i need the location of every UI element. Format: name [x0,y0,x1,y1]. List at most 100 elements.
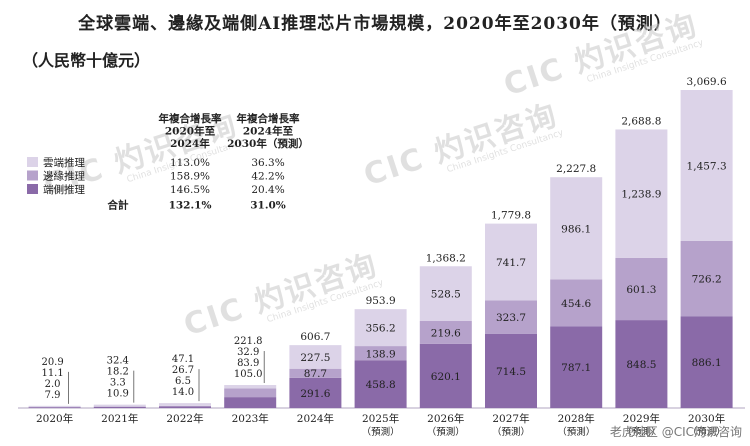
data-label: 26.7 [172,365,194,376]
total-label: 47.1 [172,354,194,365]
bar-segment [354,309,407,347]
x-tick-note: （預測） [492,426,530,438]
legend-swatch [27,184,38,194]
bar-segment [354,346,407,361]
bar-segment [419,343,472,408]
data-label: 726.2 [692,274,722,286]
data-label: 83.9 [237,358,259,369]
data-label: 219.6 [431,327,461,339]
data-label: 848.5 [626,359,656,371]
x-tick-label: 2028年 [558,412,595,425]
x-tick-label: 2021年 [101,412,138,425]
total-label: 2,688.8 [621,115,661,127]
data-label: 356.2 [366,323,396,335]
cagr-header: 2024年至 [243,125,294,138]
data-label: 14.0 [172,387,194,398]
x-tick-label: 2024年 [297,412,334,425]
bar-segment [93,404,146,407]
total-label: 2,227.8 [556,163,596,175]
total-label: 221.8 [234,336,263,347]
bar-segment [485,300,537,334]
bar-segment [224,388,277,398]
bar-segment [28,407,81,408]
bar-segment [615,320,668,408]
data-label: 528.5 [431,289,461,301]
data-label: 323.7 [496,312,526,324]
data-label: 105.0 [234,369,263,380]
bar-segment [28,405,81,407]
x-tick-note: （預測） [622,426,660,438]
bar-segment [224,397,277,408]
data-label: 741.7 [496,257,526,269]
cagr-value: 113.0% [170,157,210,169]
data-label: 620.1 [431,371,461,383]
x-tick-note: （預測） [557,426,595,438]
x-tick-label: 2030年 [688,412,725,425]
cagr-value: 20.4% [251,184,284,196]
bar-segment [550,279,603,327]
x-tick-note: （預測） [427,426,465,438]
x-tick-note: （預測） [362,426,400,438]
total-label: 3,069.6 [687,76,727,88]
cagr-header: 2020年至 [165,125,216,138]
bar-segment [485,333,537,408]
x-tick-label: 2022年 [166,412,203,425]
cagr-value: 42.2% [251,171,284,183]
x-tick-label: 2026年 [427,412,464,425]
data-label: 138.9 [366,348,396,360]
cagr-value: 36.3% [251,157,284,169]
cagr-header: 2030年（預測） [227,137,309,150]
total-label: 606.7 [300,331,330,343]
bar-segment [93,406,146,408]
bar-segment [354,360,407,408]
x-tick-label: 2029年 [623,412,660,425]
cagr-header: 年複合增長率 [159,112,222,125]
data-label: 227.5 [300,352,330,364]
cagr-value: 146.5% [170,184,210,196]
data-label: 7.9 [45,390,61,401]
data-label: 1,238.9 [621,189,661,201]
bar-segment [550,326,603,408]
data-label: 986.1 [561,223,591,235]
data-label: 291.6 [300,388,330,400]
data-label: 454.6 [561,298,591,310]
data-label: 6.5 [175,376,191,387]
data-label: 3.3 [110,378,126,389]
bar-segment [550,177,603,280]
data-label: 886.1 [692,357,722,369]
x-tick-label: 2025年 [362,412,399,425]
data-label: 2.0 [45,379,61,390]
bar-segment [224,385,277,389]
data-label: 87.7 [304,368,327,380]
total-label: 1,368.2 [426,252,466,264]
cagr-header: 2024年 [170,137,210,150]
data-label: 10.9 [107,389,129,400]
bar-segment [680,90,733,241]
bar-segment [289,377,342,408]
bar-segment [615,257,668,321]
total-label: 32.4 [107,356,129,367]
bar-segment [159,403,211,406]
data-label: 601.3 [626,284,656,296]
source-note: 老虎社区 @CIC灼识咨询 [609,425,742,439]
total-label: 1,779.8 [491,210,531,222]
data-label: 787.1 [561,362,591,374]
x-tick-label: 2023年 [232,412,269,425]
x-tick-label: 2020年 [36,412,73,425]
data-label: 714.5 [496,366,526,378]
data-label: 458.8 [366,379,396,391]
bar-segment [419,266,472,322]
bar-segment [159,405,211,407]
data-label: 32.9 [237,347,259,358]
cagr-value: 158.9% [170,171,210,183]
total-row-label: 合計 [107,199,129,212]
bar-segment [615,129,668,258]
cagr-total-value: 31.0% [250,200,286,212]
legend-swatch [27,170,38,181]
legend-label: 雲端推理 [43,156,85,169]
cagr-total-value: 132.1% [169,200,212,212]
bar-segment [159,406,211,408]
bar-segment [680,240,733,317]
bar-segment [419,321,472,344]
x-tick-note: （預測） [688,426,726,438]
